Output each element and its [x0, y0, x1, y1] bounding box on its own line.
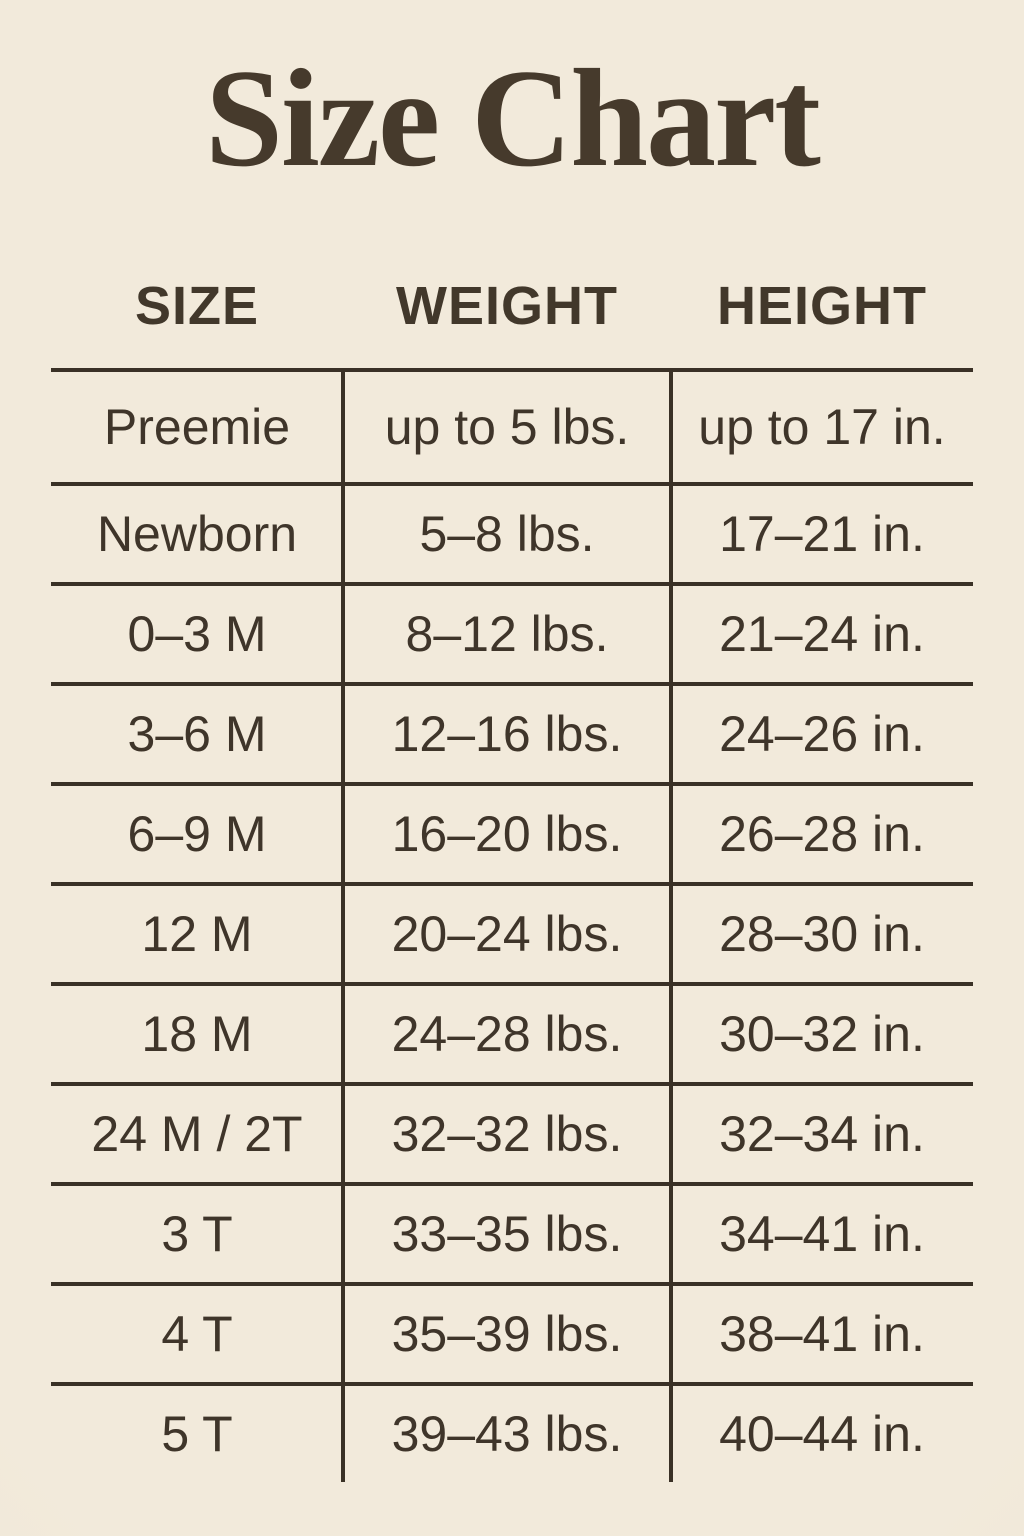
- size-cell: 5 T: [161, 1406, 233, 1462]
- size-cell: 6–9 M: [127, 806, 267, 862]
- table-row: 0–3 M 8–12 lbs. 21–24 in.: [51, 582, 973, 682]
- table-row: 12 M 20–24 lbs. 28–30 in.: [51, 882, 973, 982]
- column-divider: [341, 368, 345, 1482]
- weight-cell: 12–16 lbs.: [391, 706, 623, 762]
- size-cell: 18 M: [141, 1006, 253, 1062]
- weight-cell: 32–32 lbs.: [391, 1106, 623, 1162]
- weight-cell: 33–35 lbs.: [391, 1206, 623, 1262]
- column-divider: [669, 368, 673, 1482]
- weight-cell: 16–20 lbs.: [391, 806, 623, 862]
- table-row: 5 T 39–43 lbs. 40–44 in.: [51, 1382, 973, 1482]
- table-header-row: SIZE WEIGHT HEIGHT: [51, 268, 973, 344]
- height-cell: 30–32 in.: [719, 1006, 925, 1062]
- table-row: 18 M 24–28 lbs. 30–32 in.: [51, 982, 973, 1082]
- column-header-weight: WEIGHT: [396, 276, 618, 336]
- height-cell: 26–28 in.: [719, 806, 925, 862]
- height-cell: 34–41 in.: [719, 1206, 925, 1262]
- weight-cell: up to 5 lbs.: [384, 399, 630, 455]
- page-title: Size Chart: [205, 41, 821, 196]
- size-cell: 3 T: [161, 1206, 233, 1262]
- weight-cell: 35–39 lbs.: [391, 1306, 623, 1362]
- size-cell: Newborn: [96, 506, 298, 562]
- size-chart-table: Preemie up to 5 lbs. up to 17 in. Newbor…: [51, 368, 973, 1482]
- height-cell: 40–44 in.: [719, 1406, 925, 1462]
- size-cell: 3–6 M: [127, 706, 267, 762]
- size-cell: Preemie: [103, 399, 291, 455]
- weight-cell: 8–12 lbs.: [405, 606, 609, 662]
- weight-cell: 24–28 lbs.: [391, 1006, 623, 1062]
- height-cell: 32–34 in.: [719, 1106, 925, 1162]
- height-cell: 17–21 in.: [719, 506, 925, 562]
- column-header-height: HEIGHT: [716, 276, 927, 336]
- weight-cell: 5–8 lbs.: [419, 506, 595, 562]
- table-row: 4 T 35–39 lbs. 38–41 in.: [51, 1282, 973, 1382]
- column-header-size: SIZE: [134, 276, 260, 336]
- table-row: 24 M / 2T 32–32 lbs. 32–34 in.: [51, 1082, 973, 1182]
- height-cell: 38–41 in.: [719, 1306, 925, 1362]
- table-row: 6–9 M 16–20 lbs. 26–28 in.: [51, 782, 973, 882]
- size-cell: 0–3 M: [127, 606, 267, 662]
- weight-cell: 20–24 lbs.: [391, 906, 623, 962]
- size-cell: 24 M / 2T: [91, 1106, 303, 1162]
- height-cell: up to 17 in.: [698, 399, 946, 455]
- size-cell: 4 T: [161, 1306, 233, 1362]
- weight-cell: 39–43 lbs.: [391, 1406, 623, 1462]
- table-row: Newborn 5–8 lbs. 17–21 in.: [51, 482, 973, 582]
- table-row: Preemie up to 5 lbs. up to 17 in.: [51, 368, 973, 482]
- height-cell: 24–26 in.: [719, 706, 925, 762]
- size-cell: 12 M: [141, 906, 253, 962]
- table-row: 3 T 33–35 lbs. 34–41 in.: [51, 1182, 973, 1282]
- height-cell: 28–30 in.: [719, 906, 925, 962]
- table-row: 3–6 M 12–16 lbs. 24–26 in.: [51, 682, 973, 782]
- height-cell: 21–24 in.: [719, 606, 925, 662]
